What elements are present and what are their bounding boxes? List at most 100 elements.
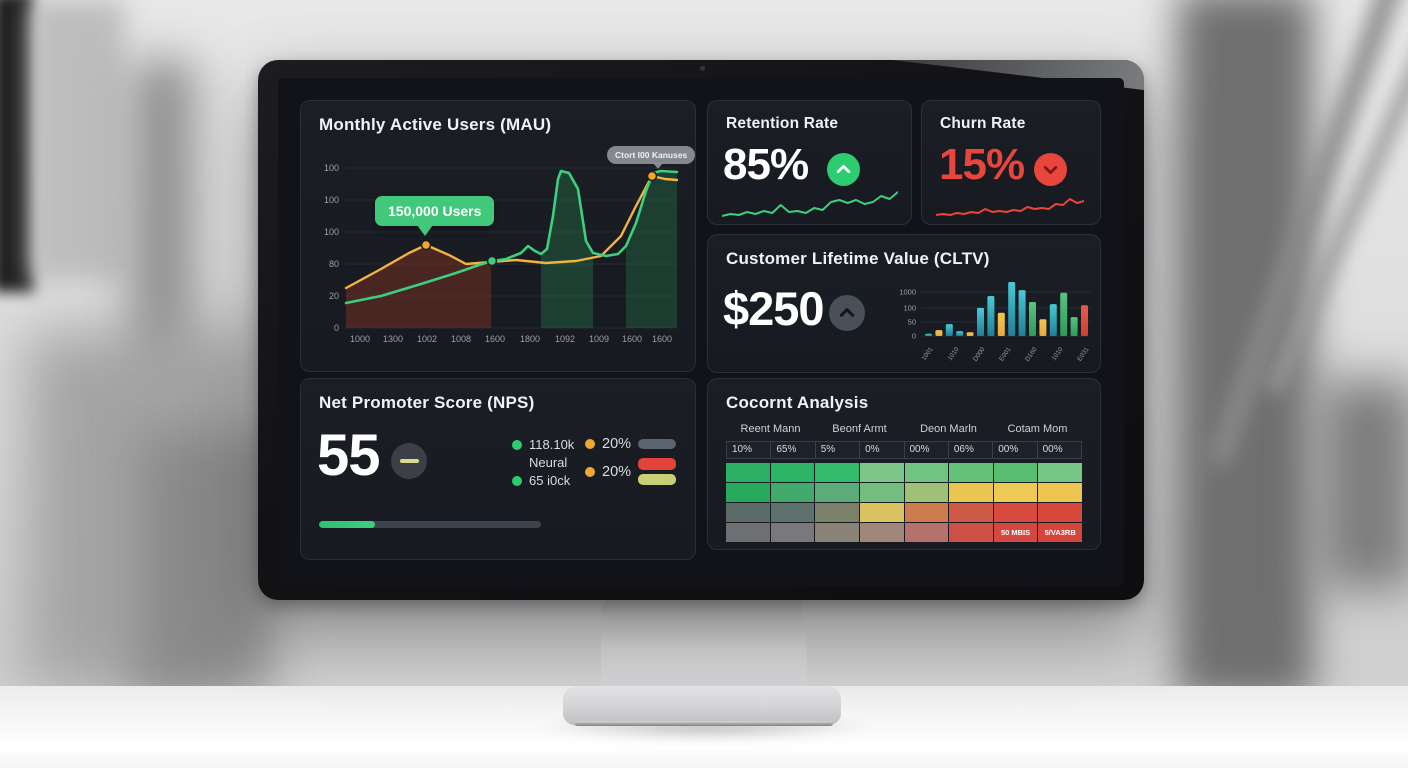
- x-tick: 1800: [520, 334, 540, 344]
- cohort-heatmap-row: 50 MBIS 5/VA3RB: [726, 523, 1082, 542]
- cltv-bar[interactable]: [1060, 292, 1068, 336]
- cohort-heatmap-cell[interactable]: 50 MBIS: [993, 523, 1038, 542]
- cohort-percent-cell: 06%: [949, 442, 994, 458]
- cohort-heatmap-cell[interactable]: [770, 523, 815, 542]
- cohort-heatmap-cell[interactable]: [859, 463, 904, 482]
- data-point[interactable]: [486, 255, 498, 267]
- cohort-heatmap-cell[interactable]: [993, 463, 1038, 482]
- mau-green-area: [626, 171, 677, 328]
- data-point[interactable]: [420, 239, 432, 251]
- monitor: Monthly Active Users (MAU) 100 100 100 80 20…: [258, 60, 1144, 600]
- cohort-heatmap-cell[interactable]: [815, 523, 859, 542]
- cohort-heatmap-row: [726, 483, 1082, 502]
- cohort-heatmap-cell[interactable]: [904, 523, 949, 542]
- y-tick: 50: [908, 318, 916, 327]
- background-blur-shape: [140, 430, 265, 690]
- background-blur-shape: [1318, 380, 1408, 590]
- cohort-heatmap-cell[interactable]: [993, 483, 1038, 502]
- nps-pill-gray: [638, 439, 676, 449]
- cohort-heatmap-cell[interactable]: 5/VA3RB: [1038, 523, 1082, 542]
- monitor-stand-neck: [601, 597, 807, 693]
- card-nps: Net Promoter Score (NPS) 55 118.10k Neur…: [300, 378, 696, 560]
- cltv-bar[interactable]: [987, 296, 995, 336]
- churn-sparkline: [936, 198, 1084, 216]
- cltv-bar[interactable]: [1081, 305, 1088, 336]
- cohort-heatmap[interactable]: 50 MBIS 5/VA3RB: [726, 463, 1082, 543]
- cltv-bar[interactable]: [966, 332, 974, 336]
- cltv-bar[interactable]: [977, 307, 984, 336]
- minus-icon: [399, 459, 419, 463]
- y-tick: 100: [324, 195, 339, 205]
- cohort-heatmap-cell[interactable]: [1038, 463, 1082, 482]
- cltv-bar[interactable]: [945, 324, 953, 336]
- camera-icon: [700, 66, 705, 71]
- card-cohort-analysis: Cocornt Analysis Reent Mann Beonf Armt Deo…: [707, 378, 1101, 550]
- cohort-column-header: Deon Marln: [920, 423, 977, 435]
- nps-progress-bar[interactable]: [319, 521, 541, 528]
- cltv-bar[interactable]: [1008, 282, 1016, 336]
- cohort-heatmap-cell[interactable]: [859, 523, 904, 542]
- cohort-heatmap-cell[interactable]: [904, 463, 949, 482]
- cohort-heatmap-cell[interactable]: [726, 463, 770, 482]
- card-mau: Monthly Active Users (MAU) 100 100 100 80 20…: [300, 100, 696, 372]
- cohort-heatmap-cell[interactable]: [859, 503, 904, 522]
- cltv-bar[interactable]: [956, 331, 964, 336]
- cohort-percent-cell: 00%: [1042, 444, 1063, 455]
- cltv-bar[interactable]: [925, 333, 932, 336]
- cohort-heatmap-cell[interactable]: [949, 463, 993, 482]
- cltv-bar-chart[interactable]: 1000 100 50 0 1001 1010 D000 E001 D160 1010 E031: [885, 275, 1095, 371]
- cohort-heatmap-cell[interactable]: [1038, 483, 1082, 502]
- cohort-heatmap-cell[interactable]: [726, 523, 770, 542]
- x-tick: 1002: [417, 334, 437, 344]
- cltv-bar[interactable]: [997, 312, 1005, 336]
- cltv-bar[interactable]: [1029, 302, 1036, 336]
- cohort-heatmap-cell[interactable]: [770, 483, 815, 502]
- cohort-heatmap-cell[interactable]: [993, 503, 1038, 522]
- x-tick: 1008: [451, 334, 471, 344]
- cohort-heatmap-cell[interactable]: [904, 483, 949, 502]
- churn-title: Churn Rate: [940, 115, 1026, 132]
- cohort-heatmap-cell[interactable]: [904, 503, 949, 522]
- x-tick: E031: [1076, 346, 1091, 363]
- cltv-bar[interactable]: [1039, 319, 1047, 336]
- cohort-heatmap-cell[interactable]: [726, 483, 770, 502]
- cohort-heatmap-cell[interactable]: [949, 483, 993, 502]
- cltv-value: $250: [723, 282, 825, 335]
- cohort-heatmap-cell[interactable]: [859, 483, 904, 502]
- cltv-bar[interactable]: [1018, 290, 1026, 336]
- cohort-heatmap-cell[interactable]: [815, 503, 859, 522]
- cohort-heatmap-cell[interactable]: [949, 523, 993, 542]
- cohort-heatmap-cell[interactable]: [815, 463, 859, 482]
- x-tick: 1600: [485, 334, 505, 344]
- nps-pill-yellowgreen: [638, 474, 676, 485]
- cohort-percent-cell: 65%: [771, 442, 816, 458]
- cltv-bar[interactable]: [935, 330, 943, 336]
- x-tick: 1092: [555, 334, 575, 344]
- cohort-heatmap-cell[interactable]: [770, 503, 815, 522]
- trend-down-icon: [1034, 153, 1067, 186]
- cohort-heatmap-cell[interactable]: [949, 503, 993, 522]
- x-tick: 1000: [350, 334, 370, 344]
- x-tick: 1300: [383, 334, 403, 344]
- churn-spark-line: [936, 198, 1084, 216]
- x-tick: 1600: [622, 334, 642, 344]
- y-tick: 80: [329, 259, 339, 269]
- mau-line-chart[interactable]: 100 100 100 80 20 0 1000 1300 1002 1008 1600 1800 10…: [309, 149, 689, 349]
- cltv-title: Customer Lifetime Value (CLTV): [726, 249, 990, 268]
- legend-dot-orange-icon: [585, 439, 595, 449]
- retention-title: Retention Rate: [726, 115, 839, 132]
- nps-title: Net Promoter Score (NPS): [319, 393, 535, 412]
- cohort-percent-cell: 00%: [905, 442, 949, 458]
- cohort-heatmap-cell[interactable]: [1038, 503, 1082, 522]
- cltv-bar[interactable]: [1070, 317, 1078, 336]
- cohort-heatmap-cell[interactable]: [770, 463, 815, 482]
- cltv-bar[interactable]: [1049, 304, 1057, 336]
- trend-up-icon: [829, 295, 865, 331]
- nps-legend-label: 20%: [602, 436, 632, 452]
- nps-legend-label: 20%: [602, 464, 632, 480]
- data-point[interactable]: [646, 170, 658, 182]
- cohort-heatmap-cell[interactable]: [726, 503, 770, 522]
- card-churn-rate: Churn Rate 15%: [921, 100, 1101, 225]
- retention-sparkline: [722, 191, 898, 217]
- cohort-heatmap-cell[interactable]: [815, 483, 859, 502]
